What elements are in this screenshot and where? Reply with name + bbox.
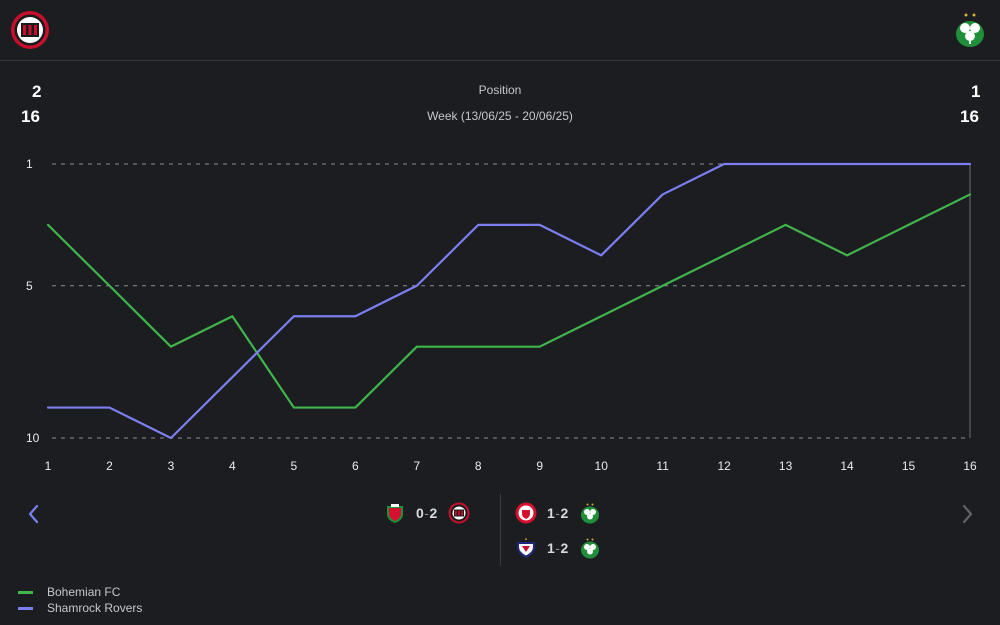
chart-legend: Bohemian FC Shamrock Rovers [18,584,142,616]
y-tick-label: 5 [26,279,33,293]
x-tick-label: 3 [168,459,175,473]
home-goals: 0 [416,505,425,521]
legend-label: Shamrock Rovers [47,601,143,615]
x-tick-label: 7 [413,459,420,473]
legend-item-shamrock[interactable]: Shamrock Rovers [18,600,142,616]
y-tick-label: 10 [26,431,40,445]
bohemian-fc-crest-icon [448,502,470,524]
match-divider [500,494,501,566]
y-tick-label: 1 [26,157,33,171]
x-tick-label: 10 [595,459,609,473]
x-tick-label: 4 [229,459,236,473]
x-tick-label: 12 [717,459,731,473]
legend-label: Bohemian FC [47,585,121,599]
score-separator: - [424,505,430,521]
chevron-right-icon[interactable] [955,500,979,528]
match-score: 1-2 [547,505,569,521]
shamrock-series-line [46,162,972,440]
drogheda-united-crest-icon [517,537,535,558]
match-result[interactable]: 0-2 [384,500,470,526]
home-total-weeks: 16 [21,107,40,126]
bohemian-fc-crest-icon [11,11,49,49]
x-tick-label: 14 [840,459,854,473]
match-score: 1-2 [547,540,569,556]
bohemian-series-line [46,193,972,409]
home-goals: 1 [547,505,556,521]
x-tick-label: 6 [352,459,359,473]
x-tick-label: 15 [902,459,916,473]
away-total-weeks: 16 [960,107,979,126]
x-tick-label: 9 [536,459,543,473]
chart-subtitle: Week (13/06/25 - 20/06/25) [427,109,573,123]
chart-title: Position [478,83,522,97]
chevron-left-icon[interactable] [22,500,46,528]
legend-swatch [18,590,33,594]
away-goals: 2 [560,505,569,521]
x-tick-label: 5 [291,459,298,473]
cork-city-crest-icon [387,504,403,523]
shelbourne-crest-icon [515,502,537,524]
match-score: 0-2 [416,505,438,521]
score-separator: - [555,540,561,556]
x-tick-label: 16 [963,459,977,473]
match-result[interactable]: 1-2 [515,535,601,561]
shamrock-rovers-crest-icon [956,13,984,47]
shamrock-rovers-crest-icon [580,538,599,559]
x-tick-label: 11 [656,459,669,473]
legend-item-bohemian[interactable]: Bohemian FC [18,584,142,600]
x-tick-label: 8 [475,459,482,473]
match-result[interactable]: 1-2 [515,500,601,526]
x-tick-label: 13 [779,459,793,473]
home-goals: 1 [547,540,556,556]
away-current-position: 1 [971,82,981,101]
away-goals: 2 [429,505,438,521]
home-current-position: 2 [32,82,42,101]
score-separator: - [555,505,561,521]
x-tick-label: 1 [45,459,52,473]
legend-swatch [18,606,33,610]
x-tick-label: 2 [106,459,113,473]
shamrock-rovers-crest-icon [580,503,599,524]
away-goals: 2 [560,540,569,556]
header-bar [0,0,1000,61]
